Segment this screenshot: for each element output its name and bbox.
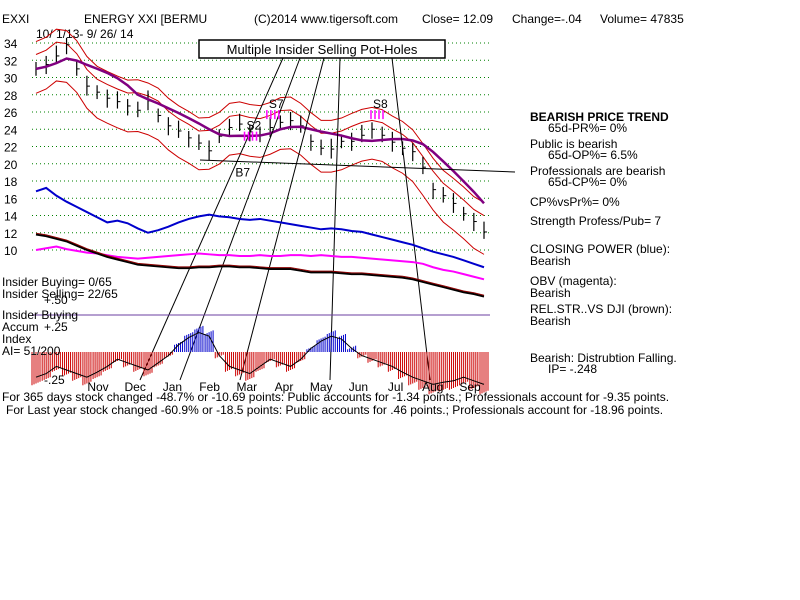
cp-value: 65d-CP%= 0% bbox=[548, 175, 627, 189]
footer-line-2: For Last year stock changed -60.9% or -1… bbox=[6, 403, 663, 417]
obv-value: Bearish bbox=[530, 286, 571, 300]
relstr-value: Bearish bbox=[530, 314, 571, 328]
distribution-note: Bearish: Distrubtion Falling. bbox=[530, 351, 677, 365]
closing-power-label: CLOSING POWER (blue): bbox=[530, 242, 670, 256]
moving-average bbox=[35, 57, 485, 205]
header-copyright: (C)2014 www.tigersoft.com bbox=[254, 12, 398, 26]
y-tick-label: 24 bbox=[4, 123, 18, 137]
accum-tick-50: +.50 bbox=[44, 293, 68, 307]
y-tick-label: 16 bbox=[4, 192, 18, 206]
index-label: Index bbox=[2, 332, 31, 346]
accum-tick-neg25: -.25 bbox=[44, 373, 65, 387]
header-close: Close= 12.09 bbox=[422, 12, 493, 26]
relstr-ma-line bbox=[35, 232, 485, 296]
pr-value: 65d-PR%= 0% bbox=[548, 121, 627, 135]
ai-value: AI= 51/200 bbox=[2, 344, 61, 358]
month-label: Aug bbox=[422, 380, 443, 394]
accum-tick-25: +.25 bbox=[44, 320, 68, 334]
trend-lines bbox=[139, 57, 516, 381]
indicator-lines bbox=[35, 186, 485, 298]
trend-line bbox=[139, 57, 284, 381]
month-label: Jul bbox=[388, 380, 403, 394]
ma-line bbox=[35, 57, 485, 205]
month-axis: Nov Dec Jan Feb Mar Apr May Jun Jul Aug Sep bbox=[87, 380, 481, 394]
y-tick-label: 34 bbox=[4, 37, 18, 51]
insider-buying-label: Insider Buying bbox=[2, 308, 78, 322]
month-label: Mar bbox=[236, 380, 257, 394]
y-tick-label: 18 bbox=[4, 175, 18, 189]
y-tick-label: 10 bbox=[4, 244, 18, 258]
op-value: 65d-OP%= 6.5% bbox=[548, 148, 638, 162]
month-label: Apr bbox=[275, 380, 294, 394]
chart-title: Multiple Insider Selling Pot-Holes bbox=[227, 42, 418, 57]
closing-power-value: Bearish bbox=[530, 254, 571, 268]
strength-profess: Strength Profess/Pub= 7 bbox=[530, 214, 661, 228]
accum-label: Accum bbox=[2, 320, 39, 334]
header-company: ENERGY XXI [BERMU bbox=[84, 12, 207, 26]
month-label: May bbox=[310, 380, 333, 394]
month-label: Feb bbox=[199, 380, 220, 394]
signals: S7 S2 B7 S8 bbox=[235, 97, 388, 180]
trend-line bbox=[329, 57, 341, 381]
y-tick-label: 20 bbox=[4, 158, 18, 172]
month-label: Sep bbox=[459, 380, 481, 394]
y-tick-label: 28 bbox=[4, 89, 18, 103]
month-label: Jan bbox=[163, 380, 182, 394]
bearish-trend-title: BEARISH PRICE TREND bbox=[530, 110, 669, 124]
footer-line-1: For 365 days stock changed -48.7% or -10… bbox=[2, 390, 669, 404]
header-volume: Volume= 47835 bbox=[600, 12, 684, 26]
y-tick-label: 26 bbox=[4, 106, 18, 120]
month-label: Dec bbox=[125, 380, 146, 394]
y-tick-label: 32 bbox=[4, 54, 18, 68]
signal-label: S8 bbox=[373, 97, 388, 111]
signal-label: S2 bbox=[247, 119, 262, 133]
closing-power-line bbox=[35, 186, 485, 269]
chart-title-box bbox=[198, 39, 446, 59]
price-y-ticks: 34 32 30 28 26 24 22 20 18 16 14 12 10 bbox=[4, 37, 18, 258]
date-range: 10/ 1/13- 9/ 26/ 14 bbox=[36, 27, 134, 41]
lower-band bbox=[35, 80, 485, 255]
y-tick-label: 12 bbox=[4, 227, 18, 241]
y-tick-label: 30 bbox=[4, 72, 18, 86]
relstr-line bbox=[35, 233, 485, 298]
cp-vs-pr: CP%vsPr%= 0% bbox=[530, 195, 620, 209]
month-label: Nov bbox=[87, 380, 108, 394]
obv-label: OBV (magenta): bbox=[530, 274, 617, 288]
accum-line bbox=[35, 332, 485, 385]
y-tick-label: 14 bbox=[4, 210, 18, 224]
insider-buying-count: Insider Buying= 0/65 bbox=[2, 275, 112, 289]
obv-line bbox=[35, 245, 485, 281]
header-ticker: EXXI bbox=[2, 12, 29, 26]
public-bearish: Public is bearish bbox=[530, 137, 617, 151]
relstr-label: REL.STR..VS DJI (brown): bbox=[530, 302, 672, 316]
header-change: Change=-.04 bbox=[512, 12, 582, 26]
support-line bbox=[199, 159, 516, 173]
trend-line bbox=[391, 57, 431, 381]
ip-value: IP= -.248 bbox=[548, 362, 597, 376]
y-tick-label: 22 bbox=[4, 141, 18, 155]
signal-label: B7 bbox=[235, 166, 250, 180]
upper-band bbox=[35, 28, 485, 204]
accum-histogram bbox=[31, 325, 489, 395]
insider-selling-count: Insider Selling= 22/65 bbox=[2, 287, 118, 301]
month-label: Jun bbox=[349, 380, 368, 394]
trend-line bbox=[239, 57, 325, 381]
professionals-bearish: Professionals are bearish bbox=[530, 164, 665, 178]
signal-label: S7 bbox=[269, 97, 284, 111]
